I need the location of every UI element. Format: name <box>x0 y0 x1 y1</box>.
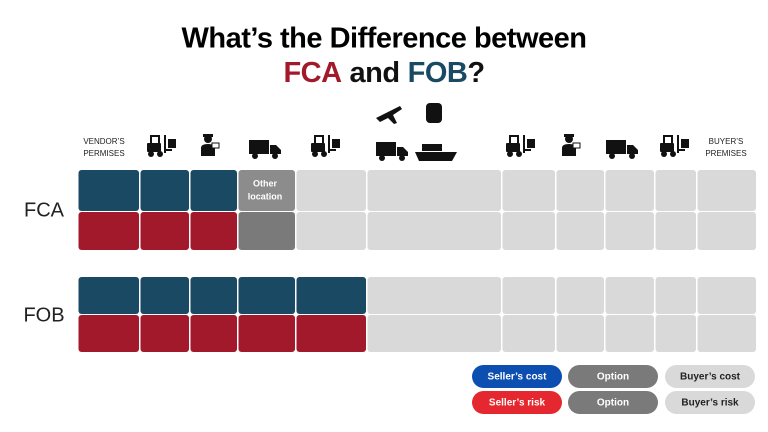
cell <box>556 170 604 211</box>
truck-icon <box>249 140 281 159</box>
truck-icon <box>376 142 408 161</box>
cell-note: Other <box>253 178 278 188</box>
cell <box>655 212 696 250</box>
cell <box>78 170 139 211</box>
cell <box>296 212 366 250</box>
forklift-icon <box>310 134 341 158</box>
cell <box>556 315 604 352</box>
cell <box>697 170 756 211</box>
cell <box>296 170 366 211</box>
title-fob: FOB <box>408 57 468 89</box>
cell <box>605 315 654 352</box>
cell <box>140 315 189 352</box>
cell <box>140 170 189 211</box>
cell <box>502 315 555 352</box>
legend-pill <box>472 391 562 414</box>
forklift-icon <box>505 134 536 158</box>
subtitle: FCA and FOB? <box>283 57 484 89</box>
cell <box>238 315 295 352</box>
title-and: and <box>350 57 400 89</box>
cell <box>296 277 366 314</box>
customs-icon <box>561 133 581 157</box>
cell <box>296 315 366 352</box>
legend-label: Buyer’s cost <box>680 372 741 383</box>
title: What’s the Difference between <box>181 23 586 55</box>
train-icon <box>426 103 442 123</box>
ship-icon <box>415 144 457 161</box>
cell-note: location <box>248 191 283 201</box>
legend-pill <box>568 391 658 414</box>
cell <box>502 212 555 250</box>
grid: Other location <box>78 170 756 352</box>
row-label: FCA <box>24 199 65 221</box>
plane-icon <box>376 106 402 124</box>
cell <box>556 212 604 250</box>
cell <box>697 277 756 314</box>
cell <box>367 315 501 352</box>
legend-pill <box>665 365 755 388</box>
column-label: VENDOR’S <box>83 137 124 146</box>
cell <box>697 315 756 352</box>
cell <box>190 315 237 352</box>
legend-pill <box>568 365 658 388</box>
cell <box>140 212 189 250</box>
column-label: BUYER’S <box>709 137 744 146</box>
cell <box>697 212 756 250</box>
cell <box>367 170 501 211</box>
title-q: ? <box>467 57 484 89</box>
customs-icon <box>200 133 220 157</box>
legend-label: Buyer’s risk <box>681 398 739 409</box>
icons <box>146 103 690 161</box>
legend-label: Option <box>597 398 629 409</box>
legend-pill <box>665 391 755 414</box>
cell <box>605 212 654 250</box>
truck-icon <box>606 140 638 159</box>
cell <box>78 277 139 314</box>
cell <box>140 277 189 314</box>
cell <box>367 277 501 314</box>
cell <box>190 277 237 314</box>
cell <box>605 277 654 314</box>
cell <box>556 277 604 314</box>
cell <box>502 277 555 314</box>
title-fca: FCA <box>283 57 342 89</box>
legend-label: Option <box>597 372 629 383</box>
cell <box>655 170 696 211</box>
cell <box>238 170 295 211</box>
legend-label: Seller’s risk <box>489 398 546 409</box>
cell <box>78 315 139 352</box>
forklift-icon <box>146 134 177 158</box>
cell <box>655 277 696 314</box>
cell <box>190 212 237 250</box>
cell <box>605 170 654 211</box>
cell <box>367 212 501 250</box>
cell <box>238 212 295 250</box>
column-label: PERMISES <box>83 149 124 158</box>
cell <box>190 170 237 211</box>
forklift-icon <box>659 134 690 158</box>
cell <box>238 277 295 314</box>
legend-label: Seller’s cost <box>488 372 548 383</box>
cell <box>78 212 139 250</box>
row-label: FOB <box>23 304 64 326</box>
legend: Seller’s cost Option Buyer’s cost Seller’s … <box>472 365 755 414</box>
column-label: PREMISES <box>705 149 746 158</box>
legend-pill <box>472 365 562 388</box>
cell <box>655 315 696 352</box>
cell <box>502 170 555 211</box>
